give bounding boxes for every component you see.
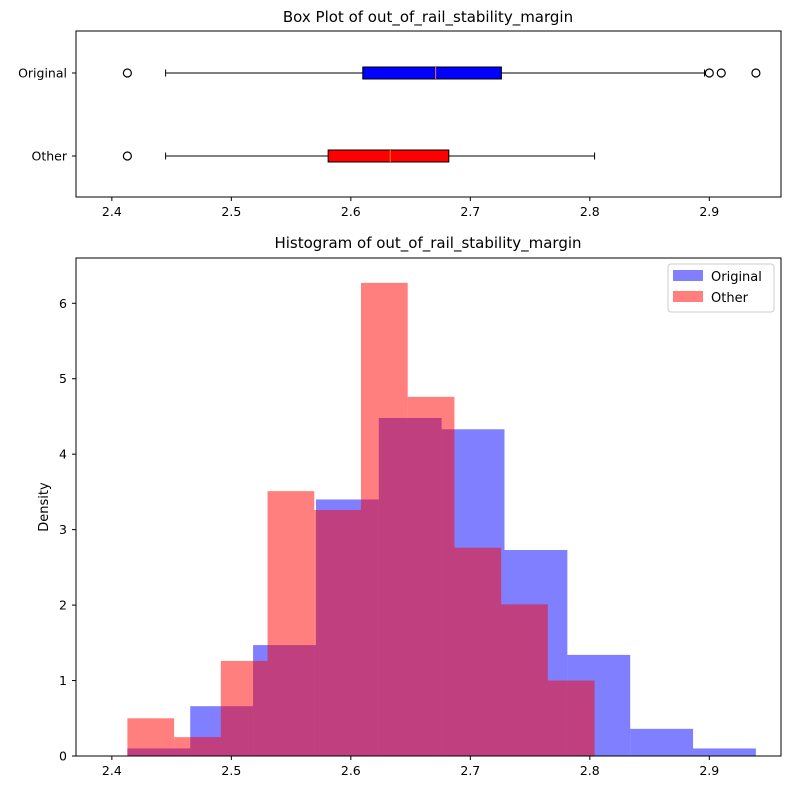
box-x-tick-label: 2.5: [221, 204, 241, 219]
hist-x-tick-label: 2.8: [580, 763, 600, 778]
legend-label-other: Other: [711, 291, 749, 306]
box-flier-original-2: [716, 68, 726, 78]
hist-bar-other-8: [501, 604, 548, 756]
hist-x-tick-label: 2.6: [341, 763, 361, 778]
hist-bar-original-8: [630, 728, 694, 756]
hist-bar-other-9: [547, 680, 595, 756]
hist-y-tick-label: 0: [59, 749, 67, 764]
box-x-tick-label: 2.4: [102, 204, 122, 219]
hist-y-tick-label: 2: [59, 598, 67, 613]
histogram-panel: Histogram of out_of_rail_stability_margi…: [37, 234, 782, 778]
box-flier-original-3: [751, 68, 761, 78]
legend-swatch-other: [673, 291, 703, 302]
hist-y-tick-label: 6: [59, 296, 67, 311]
box-y-tick-label: Other: [32, 149, 68, 164]
box-plot-y-ticks: Original Other: [18, 66, 76, 164]
histogram-legend: Original Other: [667, 263, 775, 313]
hist-x-tick-label: 2.7: [460, 763, 480, 778]
hist-bar-other-2: [220, 660, 268, 756]
box-x-tick-label: 2.9: [699, 204, 719, 219]
box-other: [327, 149, 450, 163]
box-plot-x-ticks: 2.4 2.5 2.6 2.7 2.8 2.9: [102, 197, 719, 219]
box-plot-title: Box Plot of out_of_rail_stability_margin: [283, 8, 573, 27]
hist-x-tick-label: 2.4: [102, 763, 122, 778]
hist-y-tick-label: 4: [59, 447, 67, 462]
legend-label-original: Original: [711, 270, 762, 285]
box-flier-original-0: [122, 68, 132, 78]
box-flier-original-1: [704, 68, 714, 78]
hist-y-tick-label: 1: [59, 673, 67, 688]
histogram-bars: [127, 282, 756, 756]
hist-bar-other-1: [174, 737, 221, 756]
hist-bar-other-7: [454, 547, 502, 756]
hist-bar-other-5: [360, 282, 408, 756]
box-plot-content: [122, 66, 761, 163]
histogram-y-axis-label: Density: [37, 482, 52, 532]
histogram-x-ticks: 2.4 2.5 2.6 2.7 2.8 2.9: [102, 756, 719, 778]
histogram-y-ticks: 0 1 2 3 4 5 6: [59, 296, 76, 764]
box-x-tick-label: 2.6: [341, 204, 361, 219]
box-x-tick-label: 2.8: [580, 204, 600, 219]
hist-bar-original-9: [693, 748, 756, 756]
histogram-title: Histogram of out_of_rail_stability_margi…: [274, 234, 581, 253]
hist-bar-other-3: [267, 491, 315, 756]
histogram-frame: [75, 257, 782, 757]
legend-swatch-original: [673, 270, 703, 281]
hist-x-tick-label: 2.9: [699, 763, 719, 778]
box-y-tick-label: Original: [18, 66, 67, 81]
box-plot-panel: Box Plot of out_of_rail_stability_margin…: [18, 8, 782, 219]
hist-y-tick-label: 5: [59, 371, 67, 386]
box-x-tick-label: 2.7: [460, 204, 480, 219]
hist-bar-other-4: [314, 510, 361, 756]
hist-x-tick-label: 2.5: [221, 763, 241, 778]
hist-y-tick-label: 3: [59, 522, 67, 537]
box-flier-other-0: [122, 151, 132, 161]
hist-bar-other-6: [407, 396, 455, 756]
box-plot-frame: [75, 30, 782, 198]
hist-bar-other-0: [127, 718, 175, 756]
box-original: [362, 66, 502, 80]
